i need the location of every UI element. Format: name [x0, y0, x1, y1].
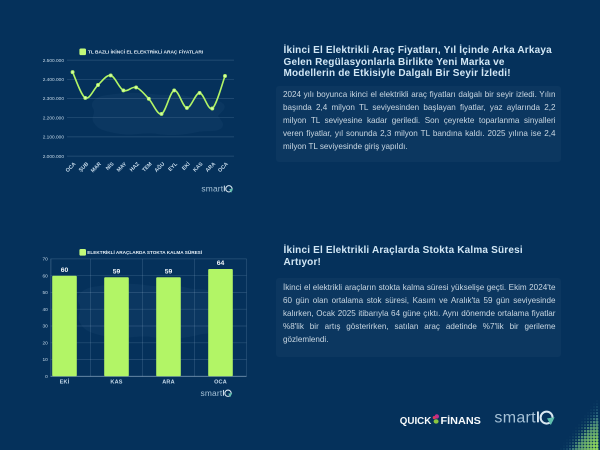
svg-text:TEM: TEM	[141, 161, 154, 174]
svg-text:TL BAZLI İKİNCİ EL ELEKTRİKLİ: TL BAZLI İKİNCİ EL ELEKTRİKLİ ARAÇ FİYAT…	[88, 48, 204, 55]
svg-text:OCA: OCA	[65, 161, 78, 174]
svg-text:EKİ: EKİ	[181, 160, 193, 172]
svg-text:0: 0	[45, 374, 48, 380]
svg-text:MAR: MAR	[90, 161, 103, 174]
svg-text:10: 10	[42, 357, 48, 363]
svg-text:HAZ: HAZ	[129, 161, 141, 173]
svg-text:40: 40	[42, 307, 48, 313]
svg-text:KAS: KAS	[192, 161, 204, 173]
svg-text:2.500.000: 2.500.000	[43, 58, 65, 64]
svg-text:smart: smart	[201, 183, 223, 193]
svg-text:2.000.000: 2.000.000	[43, 154, 65, 160]
svg-text:smart: smart	[201, 388, 223, 398]
svg-text:MAY: MAY	[116, 161, 129, 174]
svg-text:2.300.000: 2.300.000	[43, 96, 65, 102]
svg-text:smart: smart	[494, 410, 536, 427]
svg-text:59: 59	[165, 268, 173, 275]
svg-text:ŞUB: ŞUB	[78, 161, 90, 173]
svg-text:50: 50	[42, 290, 48, 296]
svg-text:ARA: ARA	[205, 161, 217, 173]
svg-text:60: 60	[61, 267, 69, 274]
svg-text:60: 60	[42, 273, 48, 279]
svg-text:NİS: NİS	[104, 160, 116, 172]
svg-text:2.100.000: 2.100.000	[43, 135, 65, 141]
svg-text:2.200.000: 2.200.000	[43, 115, 65, 121]
svg-text:FİNANS: FİNANS	[441, 414, 481, 427]
svg-text:KAS: KAS	[110, 380, 122, 386]
svg-text:OCA: OCA	[214, 380, 227, 386]
svg-text:59: 59	[113, 268, 121, 275]
svg-text:64: 64	[217, 260, 225, 267]
svg-text:30: 30	[42, 324, 48, 330]
svg-text:ELEKTRİKLİ ARAÇLARDA STOKTA KA: ELEKTRİKLİ ARAÇLARDA STOKTA KALMA SÜRESİ	[87, 249, 202, 255]
svg-text:EYL: EYL	[167, 161, 179, 173]
svg-text:EKİ: EKİ	[60, 379, 70, 386]
svg-text:70: 70	[42, 257, 48, 263]
svg-text:QUICK: QUICK	[400, 415, 432, 427]
svg-text:ARA: ARA	[162, 380, 175, 386]
svg-text:OCA: OCA	[217, 161, 230, 174]
svg-text:20: 20	[42, 341, 48, 347]
svg-text:2.400.000: 2.400.000	[43, 77, 65, 83]
svg-text:AĞU: AĞU	[152, 160, 166, 174]
